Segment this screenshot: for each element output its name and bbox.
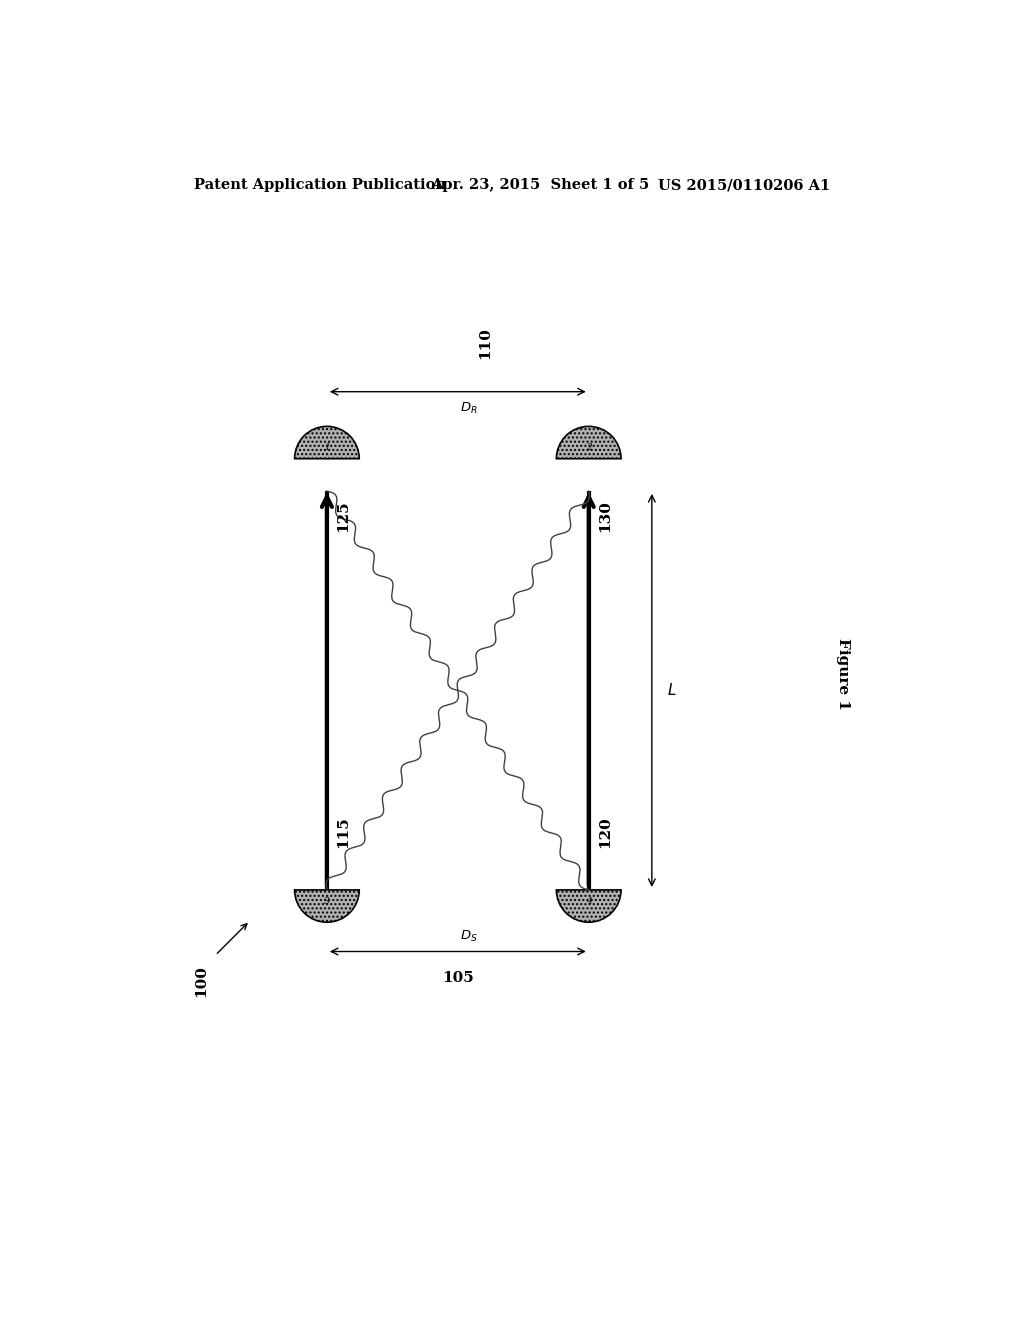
Text: 115: 115: [336, 817, 350, 849]
Text: $L$: $L$: [668, 682, 677, 698]
Wedge shape: [295, 890, 359, 923]
Text: 130: 130: [598, 500, 612, 532]
Text: US 2015/0110206 A1: US 2015/0110206 A1: [658, 178, 830, 193]
Wedge shape: [295, 426, 359, 459]
Text: 100: 100: [195, 965, 209, 997]
Text: Apr. 23, 2015  Sheet 1 of 5: Apr. 23, 2015 Sheet 1 of 5: [431, 178, 649, 193]
Text: 4: 4: [586, 896, 592, 906]
Text: 3: 3: [324, 896, 330, 906]
Text: Patent Application Publication: Patent Application Publication: [194, 178, 445, 193]
Text: 125: 125: [336, 500, 350, 532]
Wedge shape: [556, 890, 621, 923]
Text: 1: 1: [324, 444, 330, 451]
Text: 105: 105: [442, 970, 474, 985]
Text: 110: 110: [478, 327, 492, 359]
Text: 2: 2: [586, 444, 592, 451]
Text: $D_R$: $D_R$: [461, 401, 478, 416]
Text: Figure 1: Figure 1: [836, 639, 850, 710]
Wedge shape: [556, 426, 621, 459]
Text: 120: 120: [598, 817, 612, 849]
Text: $D_S$: $D_S$: [461, 929, 478, 944]
